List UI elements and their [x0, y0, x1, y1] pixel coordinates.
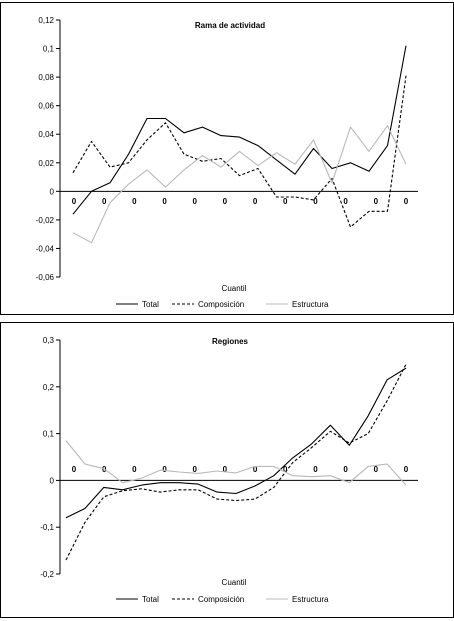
y-tick-label: 0,1	[43, 45, 55, 54]
panel-regiones: -0,2-0,100,10,20,30 0 0 0 0 0 0 0 0 0 0 0RegionesCu…	[0, 322, 454, 618]
legend-label: Estructura	[292, 595, 329, 604]
y-tick-label: 0,1	[43, 430, 55, 439]
y-tick-label: 0,08	[38, 73, 54, 82]
series-line-estructura	[72, 125, 407, 244]
y-tick-label: -0,2	[40, 570, 54, 579]
series-line-composición	[72, 75, 407, 228]
chart-title: Rama de actividad	[195, 21, 265, 30]
x-tick-label: 0	[102, 197, 107, 206]
series-line-total	[72, 45, 407, 215]
legend-label: Total	[142, 300, 159, 309]
series-line-estructura	[65, 440, 407, 486]
x-axis-label: Cuantil	[222, 578, 247, 587]
y-tick-label: 0,06	[38, 102, 54, 111]
y-tick-label: 0,2	[43, 383, 55, 392]
x-tick-label: 0	[374, 197, 379, 206]
x-tick-label: 0	[72, 197, 77, 206]
y-tick-label: 0,04	[38, 130, 54, 139]
x-tick-label: 0	[193, 197, 198, 206]
x-tick-label: 0	[313, 197, 318, 206]
x-tick-label: 0	[404, 465, 409, 474]
x-tick-label: 0	[343, 197, 348, 206]
x-tick-label: 0	[313, 465, 318, 474]
panel-frame	[0, 2, 454, 315]
y-tick-label: 0,12	[38, 16, 54, 25]
y-tick-label: 0	[50, 476, 55, 485]
y-tick-label: -0,02	[36, 216, 55, 225]
x-tick-label: 0	[253, 465, 258, 474]
y-tick-label: -0,06	[36, 273, 55, 282]
legend: Total Composición Estructura	[116, 595, 329, 604]
legend-label: Total	[142, 595, 159, 604]
x-tick-label: 0	[343, 465, 348, 474]
panel-rama-de-actividad: -0,06 -0,04 -0,02 0 0,02 0,04 0,06 0,08 0,1 0,12 0…	[0, 2, 454, 315]
series-line-composición	[65, 364, 407, 561]
x-tick-label: 0	[193, 465, 198, 474]
x-tick-label: 0	[223, 465, 228, 474]
legend-label: Composición	[198, 595, 244, 604]
y-tick-label: -0,04	[36, 244, 55, 253]
y-tick-label: 0,02	[38, 159, 54, 168]
chart-title: Regiones	[212, 337, 249, 346]
x-tick-label: 0	[253, 197, 258, 206]
x-tick-label: 0	[283, 465, 288, 474]
x-tick-label: 0	[374, 465, 379, 474]
x-tick-label: 0	[223, 197, 228, 206]
x-tick-label: 0	[162, 465, 167, 474]
y-tick-label: -0,1	[40, 523, 54, 532]
x-tick-label: 0	[283, 197, 288, 206]
y-tick-label: 0	[50, 187, 55, 196]
series-line-total	[65, 367, 407, 519]
y-tick-label: 0,3	[43, 336, 55, 345]
x-axis-label: Cuantil	[222, 284, 247, 293]
x-tick-label: 0	[132, 197, 137, 206]
legend-label: Composición	[198, 300, 244, 309]
x-tick-label: 0	[404, 197, 409, 206]
x-tick-label: 0	[72, 465, 77, 474]
x-tick-label: 0	[132, 465, 137, 474]
legend: Total Composición Estructura	[116, 300, 329, 309]
x-tick-label: 0	[162, 197, 167, 206]
legend-label: Estructura	[292, 300, 329, 309]
